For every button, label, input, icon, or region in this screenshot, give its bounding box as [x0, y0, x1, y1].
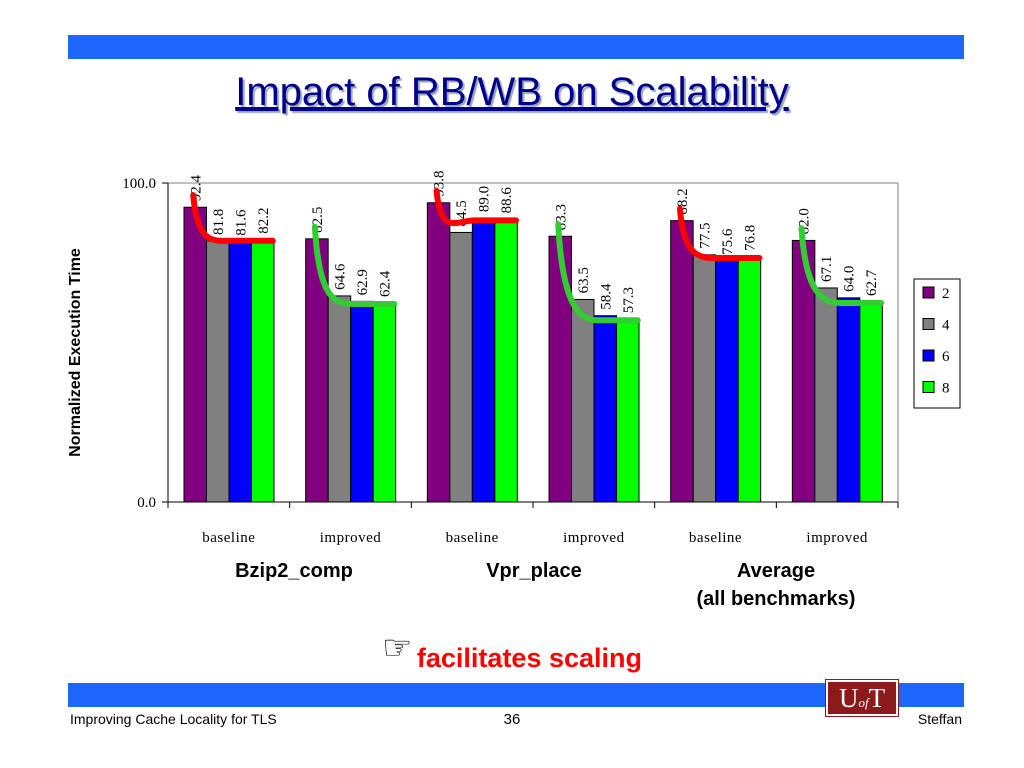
data-label: 57.3 — [621, 287, 637, 313]
category-label: improved — [563, 530, 625, 546]
data-label: 75.6 — [720, 228, 736, 255]
data-label: 81.8 — [211, 209, 227, 235]
legend-swatch-2 — [922, 286, 935, 299]
slide-title: Impact of RB/WB on Scalability — [235, 70, 789, 114]
legend-label-6: 6 — [942, 349, 950, 365]
group-label-average: Average (all benchmarks) — [656, 557, 896, 613]
footer-right: Steffan — [917, 711, 962, 727]
legend-swatch-6 — [922, 349, 935, 362]
legend-swatch-8 — [922, 381, 935, 393]
group-label-vpr: Vpr_place — [486, 560, 582, 582]
bar-series-6 — [471, 217, 496, 503]
bar-series-8 — [616, 318, 640, 503]
uoft-logo: UofT — [825, 679, 899, 717]
legend-label-8: 8 — [942, 381, 950, 397]
bar-series-8 — [494, 218, 518, 503]
bar-series-6 — [715, 260, 739, 503]
bar-series-8 — [737, 256, 762, 503]
data-label: 58.4 — [598, 283, 614, 310]
group-label-average-line1: Average — [736, 560, 816, 582]
pointing-hand-icon: ☞ — [381, 628, 413, 668]
note: ☞ facilitates scaling — [0, 628, 1024, 674]
y-tick-label: 100.0 — [122, 176, 156, 192]
page-number: 36 — [503, 711, 521, 728]
group-label-bzip2: Bzip2_comp — [235, 560, 353, 582]
bar-series-2 — [183, 206, 207, 503]
bar-series-6 — [836, 297, 861, 503]
data-label: 76.8 — [742, 225, 758, 251]
trend-curve-baseline — [676, 205, 763, 262]
bar-series-8 — [372, 302, 397, 503]
category-label: improved — [320, 530, 382, 546]
data-label: 89.0 — [477, 186, 493, 212]
group-label-average-line2: (all benchmarks) — [696, 588, 856, 610]
bar-series-4 — [571, 298, 595, 503]
bar-series-4 — [692, 254, 717, 503]
y-axis-label: Normalized Execution Time — [67, 248, 84, 457]
bar-series-2 — [548, 235, 572, 503]
bar-series-6 — [228, 241, 252, 503]
top-band — [68, 35, 964, 59]
bar-series-4 — [814, 287, 838, 503]
bar-series-6 — [350, 300, 374, 503]
bottom-band — [68, 683, 964, 707]
legend-label-4: 4 — [942, 318, 950, 334]
data-label: 64.6 — [332, 263, 348, 290]
bar-series-4 — [327, 295, 352, 503]
bar-series-4 — [206, 240, 230, 503]
data-label: 88.6 — [499, 187, 515, 214]
legend-label-2: 2 — [942, 286, 950, 302]
bar-series-8 — [251, 239, 275, 503]
trend-curve-improved — [311, 223, 398, 307]
data-label: 63.5 — [576, 267, 592, 293]
bar-series-6 — [593, 315, 617, 503]
category-label: improved — [806, 530, 868, 546]
category-label: baseline — [446, 530, 499, 546]
data-label: 62.9 — [355, 269, 371, 295]
data-label: 62.4 — [377, 270, 393, 297]
data-label: 64.0 — [842, 266, 858, 292]
data-label: 77.5 — [697, 223, 713, 249]
legend-swatch-4 — [922, 318, 935, 330]
trend-curve-improved — [798, 225, 885, 306]
data-label: 82.2 — [256, 208, 272, 234]
bar-series-2 — [670, 220, 694, 503]
trend-curve-baseline — [433, 187, 520, 227]
footer-left: Improving Cache Locality for TLS — [70, 711, 277, 727]
bar-series-8 — [859, 301, 883, 503]
note-text: facilitates scaling — [416, 643, 643, 673]
category-label: baseline — [202, 530, 255, 546]
trend-curve-improved — [555, 221, 641, 324]
plot-area — [167, 182, 899, 503]
trend-curve-baseline — [190, 192, 276, 244]
data-label: 81.6 — [233, 209, 249, 236]
y-tick-label: 0.0 — [137, 495, 156, 511]
bar-series-4 — [449, 231, 473, 503]
category-label: baseline — [689, 530, 742, 546]
legend — [913, 278, 961, 409]
bar-series-2 — [426, 202, 451, 503]
data-label: 62.7 — [864, 269, 880, 296]
data-label: 67.1 — [819, 256, 835, 282]
